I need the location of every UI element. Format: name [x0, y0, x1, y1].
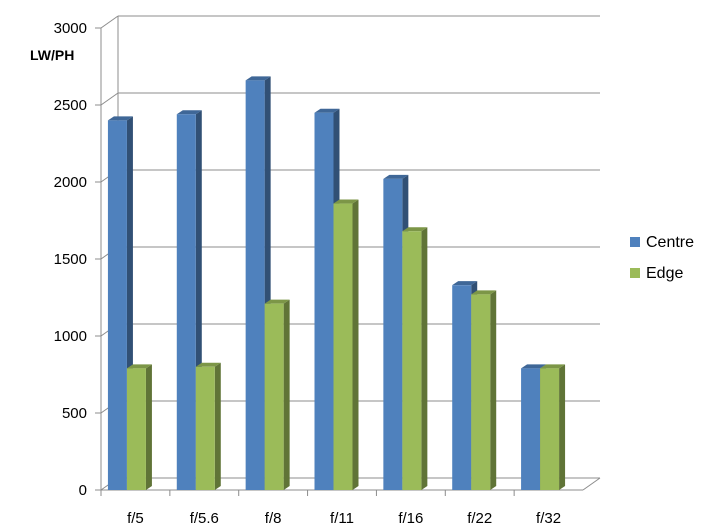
bar-top	[471, 290, 497, 295]
bar-edge	[471, 290, 497, 490]
bar-side	[214, 362, 221, 490]
bar-edge	[126, 364, 152, 490]
bar-front	[333, 203, 353, 490]
y-tick-label: 1000	[54, 328, 87, 345]
bar-edge	[264, 299, 290, 490]
bar-front	[452, 285, 472, 490]
y-tick-label: 1500	[54, 251, 87, 268]
x-tick-label: f/5	[127, 510, 144, 527]
tick-labels: 0 500 1000 1500 2000 2500 3000 f/5 f/5.6 f/8 f/11 f…	[54, 20, 561, 527]
bar-front	[176, 114, 196, 491]
legend-item-centre: Centre	[630, 234, 694, 251]
bar-top	[176, 110, 202, 115]
x-tick-label: f/11	[330, 510, 354, 527]
bar-side	[559, 364, 566, 490]
x-tick-label: f/32	[536, 510, 561, 527]
y-tick-label: 0	[79, 482, 87, 499]
y-tick-label: 2500	[54, 97, 87, 114]
bar-front	[126, 368, 146, 490]
bar-front	[521, 368, 541, 490]
bar-front	[471, 294, 491, 490]
bar-top	[333, 199, 359, 204]
x-tick-label: f/5.6	[190, 510, 219, 527]
bar-top	[540, 364, 566, 369]
bar-side	[145, 364, 152, 490]
x-tick-label: f/8	[265, 510, 282, 527]
y-tick-label: 500	[62, 405, 87, 422]
legend-swatch	[630, 268, 640, 278]
bar-side	[490, 290, 497, 490]
y-axis-label: LW/PH	[30, 47, 74, 63]
legend-item-edge: Edge	[630, 265, 683, 282]
bar-top	[402, 227, 428, 232]
bar-front	[540, 368, 560, 490]
bar-front	[402, 231, 422, 490]
bar-top	[314, 108, 340, 113]
bar-edge	[402, 227, 428, 490]
legend-label: Edge	[646, 265, 683, 282]
bar-front	[195, 366, 215, 490]
legend-swatch	[630, 237, 640, 247]
bar-top	[126, 364, 152, 369]
bar-front	[314, 112, 334, 490]
bar-edge	[195, 362, 221, 490]
bar-top	[107, 116, 133, 121]
y-tick-label: 2000	[54, 174, 87, 191]
gridline-side	[100, 15, 119, 29]
bar-top	[452, 281, 478, 286]
bar-side	[421, 227, 428, 490]
bar-edge	[540, 364, 566, 490]
bar-front	[264, 303, 284, 490]
legend: Centre Edge	[630, 234, 694, 282]
bar-side	[283, 299, 290, 490]
bars	[107, 76, 566, 491]
bar-front	[383, 178, 403, 491]
bar-top	[195, 362, 221, 367]
bar-edge	[333, 199, 359, 490]
bar-front	[107, 120, 127, 491]
x-tick-label: f/22	[467, 510, 492, 527]
bar-front	[245, 80, 265, 491]
bar-side	[352, 199, 359, 490]
bar-top	[521, 364, 547, 369]
bar-top	[383, 174, 409, 179]
y-tick-label: 3000	[54, 20, 87, 37]
x-tick-label: f/16	[398, 510, 423, 527]
legend-label: Centre	[646, 234, 694, 251]
floor-edge	[582, 477, 601, 491]
bar-top	[245, 76, 271, 81]
bar-top	[264, 299, 290, 304]
gridline-side	[100, 92, 119, 106]
